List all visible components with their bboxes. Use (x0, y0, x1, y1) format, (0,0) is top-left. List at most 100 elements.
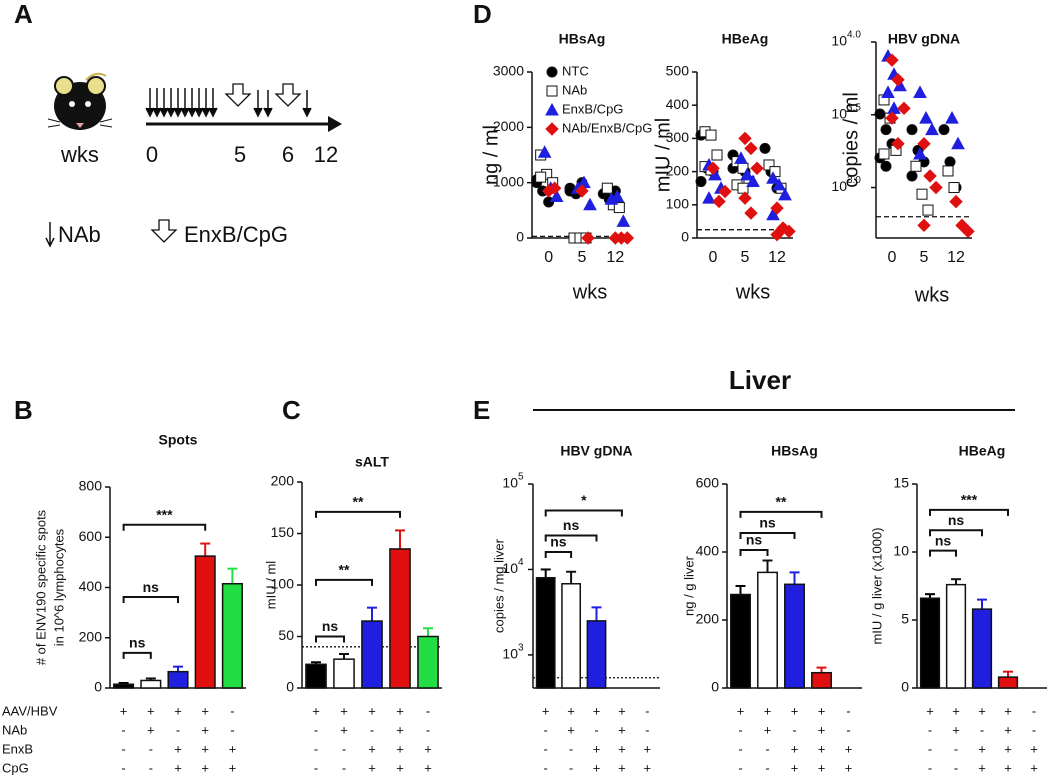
condition-sign: + (312, 703, 320, 718)
point (944, 156, 956, 168)
significance-label: ns (759, 515, 776, 531)
panel-label: E (473, 395, 490, 425)
condition-sign: + (791, 760, 799, 775)
bar (221, 582, 243, 689)
y-axis-label: ng / g liver (681, 555, 696, 616)
significance-bracket (929, 508, 1009, 516)
point (734, 151, 748, 164)
point (782, 224, 796, 239)
condition-sign: - (121, 722, 125, 737)
condition-sign: + (201, 760, 209, 775)
significance-bracket (122, 596, 179, 604)
chart-title: HBsAg (559, 31, 606, 47)
point (922, 204, 934, 216)
condition-sign: + (340, 722, 348, 737)
point (891, 73, 905, 87)
condition-sign: - (544, 741, 548, 756)
timeline-week: 5 (234, 142, 246, 167)
bar (535, 576, 556, 689)
y-tick-label: 400 (666, 96, 690, 112)
condition-sign: + (174, 703, 182, 718)
chart-title: HBV gDNA (888, 31, 960, 47)
bar (811, 671, 832, 689)
point (718, 184, 732, 199)
point (891, 137, 905, 151)
condition-sign: + (1004, 703, 1012, 718)
chart-title: HBeAg (959, 443, 1006, 459)
y-axis-label: in 10^6 lymphocytes (51, 528, 66, 646)
point (919, 111, 933, 124)
panel-label: C (282, 395, 301, 425)
condition-label: NAb (2, 722, 27, 737)
point (711, 149, 723, 161)
condition-sign: + (618, 722, 626, 737)
condition-sign: + (618, 760, 626, 775)
y-tick-sup: 3 (518, 643, 524, 654)
bar (167, 670, 189, 689)
y-tick-label: 200 (79, 628, 103, 644)
y-tick-label: 10 (502, 560, 518, 576)
point (746, 174, 760, 188)
condition-sign: + (593, 703, 601, 718)
condition-sign: + (424, 760, 432, 775)
condition-sign: - (738, 722, 742, 737)
mouse-icon (47, 72, 113, 130)
bar (194, 555, 216, 689)
y-tick-sup: 4.0 (847, 30, 861, 41)
condition-sign: + (396, 760, 404, 775)
significance-label: ** (339, 562, 350, 578)
point (951, 136, 965, 150)
y-axis-label: # of ENV190 specific spots (33, 509, 48, 665)
panel-label: A (14, 0, 33, 29)
significance-bracket (544, 509, 623, 517)
chart-title: HBeAg (722, 31, 769, 47)
condition-sign: - (980, 722, 984, 737)
point (581, 231, 595, 245)
bar (113, 683, 135, 689)
significance-label: ns (129, 635, 146, 651)
point (737, 182, 749, 194)
point (744, 141, 758, 156)
condition-sign: - (314, 760, 318, 775)
y-tick-label: 10 (893, 543, 909, 559)
y-tick-label: 2000 (493, 118, 524, 134)
point (763, 159, 775, 171)
bar (945, 583, 967, 689)
significance-bracket (929, 529, 983, 537)
y-tick-label: 15 (893, 475, 909, 491)
condition-sign: + (593, 741, 601, 756)
point (887, 101, 901, 114)
bar (389, 548, 411, 689)
y-tick-label: 10 (831, 105, 847, 121)
y-axis-label: copies / mg liver (491, 538, 506, 633)
bar (561, 583, 581, 689)
legend-enxb-arrow (150, 219, 178, 243)
x-tick-label: 0 (709, 249, 718, 266)
point (948, 182, 960, 194)
point (929, 180, 943, 195)
condition-sign: - (314, 741, 318, 756)
bar (361, 620, 383, 689)
point (897, 101, 911, 116)
y-tick-label: 600 (79, 528, 103, 544)
condition-sign: - (594, 722, 598, 737)
x-tick-label: 5 (920, 249, 929, 266)
condition-sign: - (426, 722, 430, 737)
significance-bracket (315, 635, 345, 643)
condition-sign: + (1004, 722, 1012, 737)
point (708, 167, 722, 181)
y-tick-label: 1000 (493, 173, 524, 189)
significance-bracket (929, 549, 957, 557)
condition-sign: + (567, 703, 575, 718)
condition-sign: - (954, 741, 958, 756)
condition-sign: - (121, 760, 125, 775)
point (881, 85, 895, 98)
condition-sign: - (342, 741, 346, 756)
point (616, 214, 631, 227)
condition-sign: - (230, 703, 234, 718)
bar (140, 679, 162, 689)
x-tick-label: 12 (606, 249, 624, 266)
y-tick-label: 10 (831, 33, 847, 49)
